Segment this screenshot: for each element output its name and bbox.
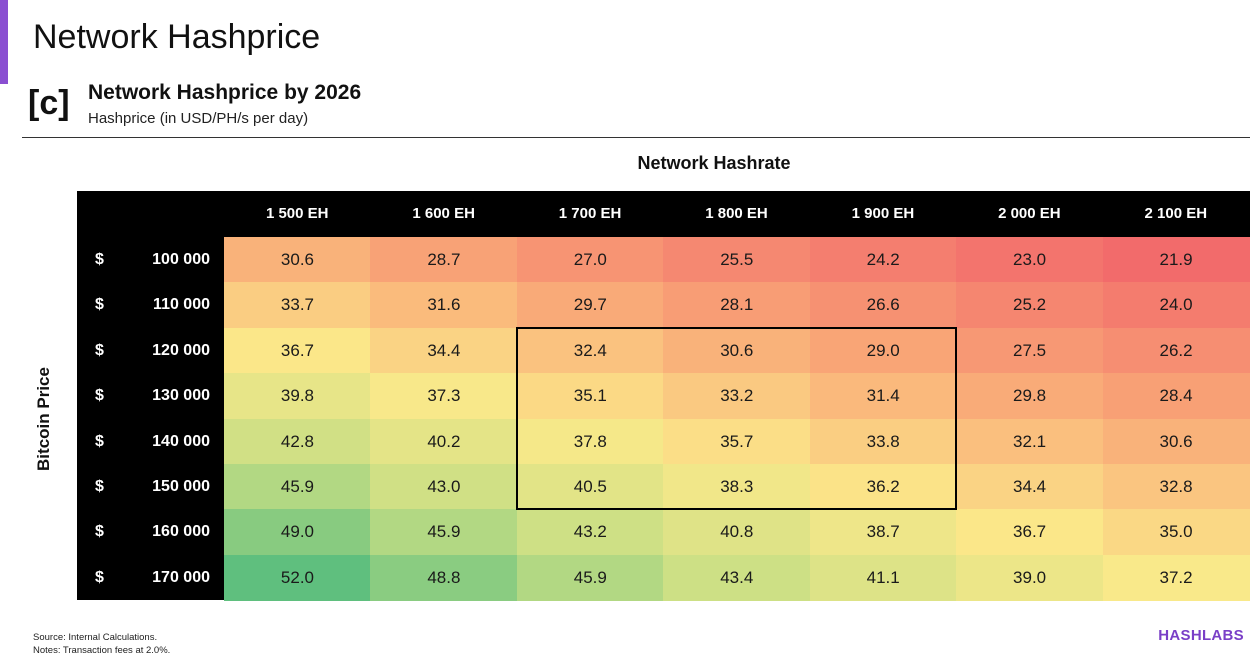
row-currency-symbol: $ <box>95 341 104 359</box>
heatmap-cell: 36.7 <box>224 327 371 374</box>
heatmap-cell: 23.0 <box>956 237 1104 283</box>
heatmap-cell: 39.0 <box>956 554 1104 601</box>
row-currency-symbol: $ <box>95 387 104 405</box>
column-header: 1 500 EH <box>265 205 329 222</box>
chart-title: Network Hashprice by 2026 <box>88 81 362 104</box>
notes-text: Notes: Transaction fees at 2.0%. <box>33 645 171 656</box>
heatmap-cell: 43.4 <box>663 554 811 601</box>
heatmap-cell: 28.1 <box>663 282 811 329</box>
row-currency-symbol: $ <box>95 296 104 314</box>
heatmap-cell: 32.4 <box>516 327 664 374</box>
heatmap-cell: 40.8 <box>663 509 811 556</box>
row-header: 150 000 <box>152 477 210 495</box>
source-note: Source: Internal Calculations. <box>33 632 158 643</box>
heatmap-cell: 37.8 <box>516 418 664 465</box>
row-header: 100 000 <box>152 251 210 268</box>
heatmap-cell: 41.1 <box>809 554 957 601</box>
column-header: 1 600 EH <box>412 205 475 222</box>
divider <box>22 137 1250 138</box>
heatmap-cell: 28.4 <box>1102 373 1250 419</box>
row-header: 130 000 <box>152 387 210 405</box>
column-header: 2 000 EH <box>998 205 1061 222</box>
heatmap-cell: 24.2 <box>809 237 957 283</box>
heatmap-cell: 45.9 <box>224 463 371 510</box>
heatmap-cell: 38.7 <box>809 509 957 556</box>
heatmap-cell: 37.2 <box>1102 554 1250 601</box>
heatmap-cell: 30.6 <box>663 327 811 374</box>
row-header: 170 000 <box>152 568 210 586</box>
heatmap-cell: 38.3 <box>663 463 811 510</box>
column-header: 1 700 EH <box>558 205 622 222</box>
heatmap-cell: 37.3 <box>370 373 518 419</box>
x-axis-title: Network Hashrate <box>637 153 791 173</box>
heatmap-cell: 35.7 <box>663 418 811 465</box>
heatmap-cell: 26.2 <box>1102 327 1250 374</box>
heatmap-cell: 27.5 <box>956 327 1104 374</box>
heatmap-cell: 33.8 <box>809 418 957 465</box>
heatmap-cell: 32.8 <box>1102 463 1250 510</box>
heatmap-cell: 49.0 <box>224 509 371 556</box>
heatmap-cell: 33.2 <box>663 373 811 419</box>
heatmap-cell: 45.9 <box>370 509 518 556</box>
page-title: Network Hashprice <box>33 18 321 56</box>
heatmap-cell: 35.0 <box>1102 509 1250 556</box>
row-currency-symbol: $ <box>95 477 104 495</box>
heatmap-cell: 31.4 <box>809 373 957 419</box>
row-header: 110 000 <box>153 296 210 314</box>
heatmap-cell: 29.0 <box>809 327 957 374</box>
column-header: 2 100 EH <box>1144 205 1208 222</box>
heatmap-cell: 36.7 <box>956 509 1104 556</box>
heatmap-cell: 42.8 <box>224 418 371 465</box>
heatmap-cell: 36.2 <box>809 463 957 510</box>
heatmap-cell: 27.0 <box>516 237 664 283</box>
heatmap-cell: 34.4 <box>956 463 1104 510</box>
y-axis-title: Bitcoin Price <box>34 367 53 471</box>
heatmap-cell: 30.6 <box>224 237 371 283</box>
row-header: 120 000 <box>152 341 210 359</box>
row-header: 160 000 <box>152 523 210 541</box>
heatmap-cell: 32.1 <box>956 418 1104 465</box>
heatmap-cell: 43.2 <box>516 509 664 556</box>
heatmap-cell: 48.8 <box>370 554 518 601</box>
heatmap-cell: 45.9 <box>516 554 664 601</box>
heatmap-cell: 26.6 <box>809 282 957 329</box>
heatmap-cell: 30.6 <box>1102 418 1250 465</box>
row-currency-symbol: $ <box>95 432 104 450</box>
heatmap-cell: 35.1 <box>516 373 664 419</box>
heatmap-cell: 28.7 <box>370 237 518 283</box>
heatmap-cell: 33.7 <box>224 282 371 329</box>
column-header: 1 800 EH <box>705 205 768 222</box>
heatmap-cell: 25.2 <box>956 282 1104 329</box>
heatmap-cell: 52.0 <box>224 554 371 601</box>
chart-subtitle: Hashprice (in USD/PH/s per day) <box>88 110 309 127</box>
panel-label: [c] <box>28 84 70 122</box>
row-currency-symbol: $ <box>95 523 104 541</box>
heatmap-cell: 24.0 <box>1102 282 1250 329</box>
column-header: 1 900 EH <box>851 205 915 222</box>
row-currency-symbol: $ <box>95 251 104 268</box>
heatmap-cell: 31.6 <box>370 282 518 329</box>
heatmap-cell: 29.8 <box>956 373 1104 419</box>
row-currency-symbol: $ <box>95 568 104 586</box>
heatmap-cell: 21.9 <box>1102 237 1250 283</box>
heatmap-cell: 43.0 <box>370 463 518 510</box>
row-header: 140 000 <box>152 432 210 450</box>
heatmap-cell: 40.5 <box>516 463 664 510</box>
hashlabs-logo: HASHLABS <box>1158 627 1244 644</box>
heatmap-cell: 29.7 <box>516 282 664 329</box>
heatmap-cell: 40.2 <box>370 418 518 465</box>
heatmap-cell: 25.5 <box>663 237 811 283</box>
accent-bar <box>0 0 8 84</box>
heatmap-cell: 34.4 <box>370 327 518 374</box>
heatmap-cell: 39.8 <box>224 373 371 419</box>
